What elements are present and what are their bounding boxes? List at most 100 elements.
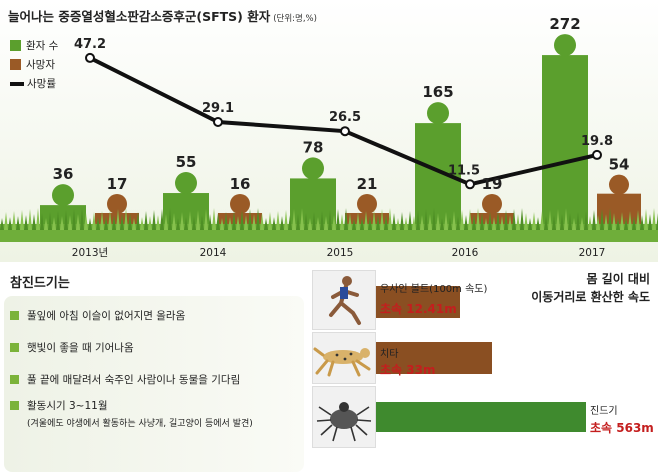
- label-deaths-2: 21: [357, 175, 378, 193]
- grass-blade: [184, 217, 188, 230]
- grass-blade: [320, 211, 324, 230]
- grass-strip: [0, 208, 658, 242]
- grass-blade: [580, 217, 584, 230]
- grass-blade: [84, 213, 88, 230]
- grass-blade: [0, 218, 4, 230]
- grass-blade: [584, 211, 588, 230]
- grass-blade: [32, 214, 36, 230]
- grass-blade: [500, 216, 504, 230]
- speed-bar-bolt: [376, 286, 460, 318]
- grass-blade: [268, 212, 272, 230]
- grass-blade: [560, 214, 564, 230]
- grass-blade: [488, 212, 492, 230]
- legend-label-fatality: 사망률: [27, 78, 56, 90]
- tick-fact-3-text: 풀 끝에 매달려서 숙주인 사람이나 동물을 기다림: [27, 373, 241, 386]
- label-patients-0: 36: [53, 165, 74, 183]
- tick-fact-note: (겨울에도 야생에서 활동하는 사냥개, 길고양이 등에서 발견): [27, 419, 253, 429]
- grass-blade: [28, 209, 32, 230]
- grass-blade: [652, 208, 656, 230]
- info-panel: 참진드기는 풀잎에 아침 이슬이 없어지면 올라옴 햇빛이 좋을 때 기어나옴 …: [0, 262, 658, 473]
- grass-blade: [448, 217, 452, 230]
- grass-blade: [516, 214, 520, 230]
- grass-blade: [484, 218, 488, 230]
- grass-blade: [380, 209, 384, 230]
- grass-blade: [564, 208, 568, 230]
- grass-blade: [140, 217, 144, 230]
- grass-blade: [592, 210, 596, 230]
- tick-fact-2-text: 햇빛이 좋을 때 기어나옴: [27, 341, 134, 354]
- grass-blade: [408, 211, 412, 230]
- runner-icon: [329, 276, 361, 325]
- fact-bullet-icon: [10, 401, 19, 410]
- grass-blade: [452, 211, 456, 230]
- label-fatality-4: 19.8: [581, 134, 613, 149]
- grass-blade: [284, 210, 288, 230]
- grass-blade: [468, 209, 472, 230]
- grass-blade: [204, 209, 208, 230]
- label-deaths-0: 17: [107, 175, 128, 193]
- chart-unit: (단위:명,%): [273, 14, 317, 24]
- legend-item-patients: 환자 수: [10, 36, 58, 55]
- bar-head-deaths-2: [357, 194, 377, 214]
- bar-head-deaths-3: [482, 194, 502, 214]
- chart-legend: 환자 수 사망자 사망률: [10, 36, 58, 93]
- grass-blade: [472, 214, 476, 230]
- grass-blade: [332, 215, 336, 230]
- speed-bar-tick: [376, 402, 586, 432]
- grass-blade: [344, 208, 348, 230]
- grass-blade: [160, 209, 164, 230]
- runner-image: [312, 270, 376, 330]
- fact-bullet-icon: [10, 310, 19, 320]
- grass-blade: [480, 213, 484, 230]
- grass-blade: [256, 208, 260, 230]
- grass-blade: [644, 209, 648, 230]
- legend-item-deaths: 사망자: [10, 55, 58, 74]
- bar-head-deaths-1: [230, 194, 250, 214]
- grass-blade: [100, 211, 104, 230]
- label-patients-3: 165: [422, 83, 453, 101]
- grass-blade: [252, 214, 256, 230]
- grass-blade: [428, 214, 432, 230]
- tick-icon: [316, 402, 372, 442]
- grass-blade: [348, 213, 352, 230]
- legend-label-deaths: 사망자: [26, 59, 55, 71]
- grass-blade: [168, 208, 172, 230]
- legend-swatch-patients: [10, 40, 21, 51]
- grass-blade: [152, 210, 156, 230]
- speed-title-line1: 몸 길이 대비: [586, 272, 650, 286]
- grass-blade: [276, 211, 280, 230]
- x-tick-label-0: 2013년: [72, 247, 108, 259]
- grass-blade: [236, 216, 240, 230]
- tick-fact-4-text: 활동시기 3~11월: [27, 400, 108, 412]
- grass-blade: [52, 217, 56, 230]
- grass-blade: [192, 216, 196, 230]
- grass-blade: [188, 211, 192, 230]
- grass-blade: [444, 212, 448, 230]
- speed-name-bolt: 우사인 볼트(100m 속도): [380, 284, 488, 295]
- grass-blade: [12, 211, 16, 230]
- grass-blade: [312, 212, 316, 230]
- label-deaths-4: 54: [609, 156, 630, 174]
- grass-blade: [588, 216, 592, 230]
- grass-blade: [388, 208, 392, 230]
- fact-bullet-icon: [10, 374, 19, 384]
- grass-blade: [96, 217, 100, 230]
- grass-blade: [512, 209, 516, 230]
- fatality-point-4: [592, 149, 602, 160]
- speed-value-bolt: 초속 12.41m: [380, 302, 457, 316]
- tick-fact-2: 햇빛이 좋을 때 기어나옴: [10, 336, 134, 358]
- grass-blade: [360, 217, 364, 230]
- fatality-point-2: [340, 126, 350, 137]
- grass-blade: [440, 218, 444, 230]
- legend-swatch-deaths: [10, 59, 21, 70]
- grass-blade: [608, 208, 612, 230]
- grass-blade: [636, 210, 640, 230]
- grass-blade: [240, 210, 244, 230]
- grass-blade: [424, 209, 428, 230]
- grass-blade: [200, 215, 204, 230]
- grass-blade: [104, 216, 108, 230]
- bar-patients-4: [542, 55, 588, 229]
- grass-blade: [244, 215, 248, 230]
- grass-blade: [420, 215, 424, 230]
- grass-blade: [228, 217, 232, 230]
